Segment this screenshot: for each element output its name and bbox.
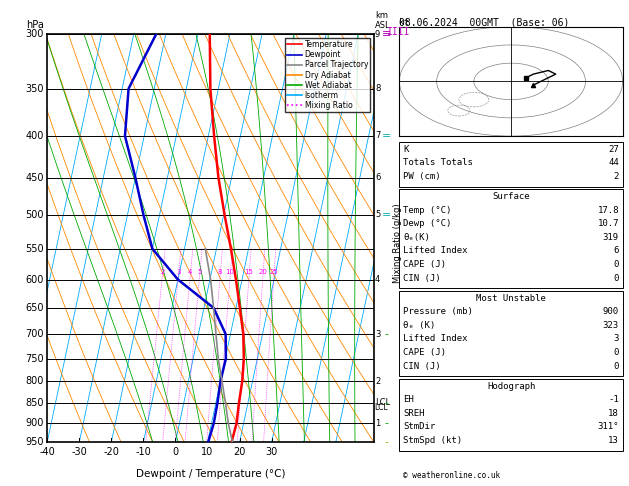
Text: 800: 800 <box>26 376 44 386</box>
Text: 6: 6 <box>375 173 381 182</box>
Text: 9: 9 <box>375 30 380 38</box>
Text: 18: 18 <box>608 409 619 418</box>
Text: 2: 2 <box>613 172 619 181</box>
Text: 3: 3 <box>375 330 381 339</box>
Text: LCL: LCL <box>375 399 390 407</box>
Text: =: = <box>382 131 391 141</box>
Text: 500: 500 <box>25 210 44 220</box>
Text: 44: 44 <box>608 158 619 168</box>
Text: 700: 700 <box>25 329 44 339</box>
Text: K: K <box>403 145 409 154</box>
Text: Pressure (mb): Pressure (mb) <box>403 307 473 316</box>
Text: SREH: SREH <box>403 409 425 418</box>
Text: hPa: hPa <box>26 20 44 30</box>
Text: StmSpd (kt): StmSpd (kt) <box>403 436 462 445</box>
Text: CAPE (J): CAPE (J) <box>403 260 446 269</box>
Text: -: - <box>385 329 389 339</box>
Text: =: = <box>382 210 391 220</box>
Text: 8: 8 <box>218 269 222 276</box>
Text: CIN (J): CIN (J) <box>403 274 441 283</box>
Text: 950: 950 <box>25 437 44 447</box>
Text: θₑ (K): θₑ (K) <box>403 321 435 330</box>
Text: 850: 850 <box>25 398 44 408</box>
Text: 4: 4 <box>375 275 380 284</box>
Text: -10: -10 <box>135 447 151 457</box>
Text: Lifted Index: Lifted Index <box>403 246 468 256</box>
Text: Totals Totals: Totals Totals <box>403 158 473 168</box>
Text: 6: 6 <box>613 246 619 256</box>
Text: 0: 0 <box>613 348 619 357</box>
Text: 550: 550 <box>25 243 44 254</box>
Text: 350: 350 <box>25 84 44 94</box>
Text: ≡: ≡ <box>382 29 391 39</box>
Text: PW (cm): PW (cm) <box>403 172 441 181</box>
Text: 7: 7 <box>375 131 381 140</box>
Text: 10: 10 <box>226 269 235 276</box>
Text: 3: 3 <box>613 334 619 344</box>
Text: 08.06.2024  00GMT  (Base: 06): 08.06.2024 00GMT (Base: 06) <box>399 17 570 27</box>
Text: EH: EH <box>403 395 414 404</box>
Text: -: - <box>385 418 389 428</box>
Text: Hodograph: Hodograph <box>487 382 535 391</box>
Text: -40: -40 <box>39 447 55 457</box>
Text: -20: -20 <box>103 447 120 457</box>
Text: 400: 400 <box>26 131 44 141</box>
Text: CAPE (J): CAPE (J) <box>403 348 446 357</box>
Text: 1: 1 <box>375 418 380 428</box>
Text: IIII: IIII <box>387 27 410 37</box>
Text: 3: 3 <box>176 269 181 276</box>
Text: 8: 8 <box>375 84 381 93</box>
Text: CIN (J): CIN (J) <box>403 362 441 371</box>
Text: 10: 10 <box>201 447 214 457</box>
Text: -: - <box>385 437 389 447</box>
Text: -: - <box>385 398 389 408</box>
Text: 750: 750 <box>25 353 44 364</box>
Text: © weatheronline.co.uk: © weatheronline.co.uk <box>403 471 499 480</box>
Text: 311°: 311° <box>598 422 619 432</box>
Text: -1: -1 <box>608 395 619 404</box>
Text: 10.7: 10.7 <box>598 219 619 228</box>
Text: 2: 2 <box>160 269 165 276</box>
Text: 0: 0 <box>172 447 179 457</box>
Text: 5: 5 <box>198 269 202 276</box>
Text: 0: 0 <box>613 274 619 283</box>
Text: 5: 5 <box>375 210 380 220</box>
Text: Lifted Index: Lifted Index <box>403 334 468 344</box>
Text: 900: 900 <box>26 418 44 428</box>
Text: kt: kt <box>399 17 409 27</box>
Text: LCL: LCL <box>375 403 388 412</box>
Text: 650: 650 <box>25 303 44 313</box>
Text: 4: 4 <box>188 269 192 276</box>
Text: StmDir: StmDir <box>403 422 435 432</box>
Text: 0: 0 <box>613 362 619 371</box>
Text: 25: 25 <box>269 269 278 276</box>
Text: 30: 30 <box>265 447 278 457</box>
Text: 600: 600 <box>26 275 44 284</box>
Text: 20: 20 <box>259 269 267 276</box>
Text: 15: 15 <box>245 269 253 276</box>
Text: 323: 323 <box>603 321 619 330</box>
Text: Surface: Surface <box>493 192 530 201</box>
Text: km
ASL: km ASL <box>375 11 391 30</box>
Text: 450: 450 <box>25 173 44 183</box>
Text: 17.8: 17.8 <box>598 206 619 215</box>
Text: θₑ(K): θₑ(K) <box>403 233 430 242</box>
Text: 300: 300 <box>26 29 44 39</box>
Text: 20: 20 <box>233 447 246 457</box>
Text: Mixing Ratio (g/kg): Mixing Ratio (g/kg) <box>393 203 402 283</box>
Text: Dewp (°C): Dewp (°C) <box>403 219 452 228</box>
Text: 319: 319 <box>603 233 619 242</box>
Text: Temp (°C): Temp (°C) <box>403 206 452 215</box>
Text: 900: 900 <box>603 307 619 316</box>
Text: Dewpoint / Temperature (°C): Dewpoint / Temperature (°C) <box>136 469 286 479</box>
Text: Most Unstable: Most Unstable <box>476 294 546 303</box>
Legend: Temperature, Dewpoint, Parcel Trajectory, Dry Adiabat, Wet Adiabat, Isotherm, Mi: Temperature, Dewpoint, Parcel Trajectory… <box>285 38 370 112</box>
Text: 2: 2 <box>375 377 380 386</box>
Text: 13: 13 <box>608 436 619 445</box>
Text: -30: -30 <box>71 447 87 457</box>
Text: 27: 27 <box>608 145 619 154</box>
Text: 0: 0 <box>613 260 619 269</box>
